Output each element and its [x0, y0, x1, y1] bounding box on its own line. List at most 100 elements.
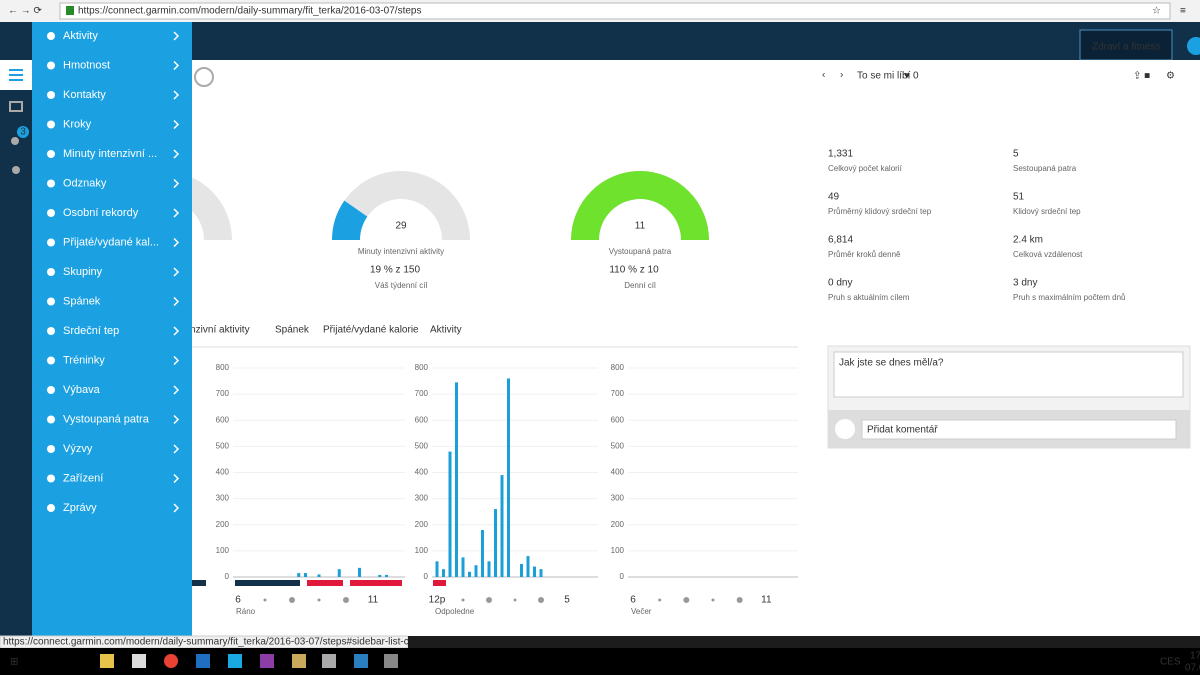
- like-label[interactable]: To se mi líbí: [857, 71, 911, 82]
- menu-label: Minuty intenzivní ...: [63, 148, 157, 160]
- bar: [526, 556, 530, 577]
- bar: [494, 509, 497, 577]
- connections-icon[interactable]: [11, 137, 19, 145]
- menu-label: Výzvy: [63, 443, 93, 455]
- menu-item[interactable]: [32, 347, 192, 376]
- y-tick-label: 200: [415, 520, 429, 529]
- add-button[interactable]: [1187, 37, 1200, 55]
- bar: [468, 571, 471, 577]
- x-tick-dot: [683, 597, 690, 603]
- bar: [474, 565, 478, 577]
- app-icon[interactable]: [260, 654, 274, 668]
- app-icon[interactable]: [292, 654, 306, 668]
- menu-icon: [47, 179, 55, 188]
- menu-item[interactable]: [32, 81, 192, 110]
- y-tick-label: 300: [415, 494, 429, 503]
- menu-icon: [47, 150, 55, 158]
- y-tick-label: 800: [611, 363, 625, 372]
- menu-chevron: [173, 90, 180, 100]
- menu-item[interactable]: [32, 494, 192, 523]
- y-tick-label: 700: [415, 389, 429, 398]
- comment-question: Jak jste se dnes měl/a?: [839, 358, 944, 369]
- activity-strip: [350, 580, 402, 586]
- menu-chevron: [173, 503, 180, 513]
- stat-value: 6,814: [828, 235, 853, 246]
- tab[interactable]: Spánek: [275, 325, 310, 336]
- gauge-label: Vystoupaná patra: [609, 247, 672, 256]
- menu-chevron: [173, 149, 180, 159]
- y-tick-label: 700: [611, 389, 625, 398]
- x-tick-dot: [343, 597, 349, 603]
- menu-item[interactable]: [32, 52, 192, 81]
- stat-value: 51: [1013, 192, 1025, 203]
- browser-menu[interactable]: ≡: [1180, 6, 1186, 17]
- back-button[interactable]: ← → ⟳: [8, 6, 43, 17]
- x-tick-dot: [317, 598, 321, 602]
- app-icon[interactable]: [196, 654, 210, 668]
- activity-strip: [192, 580, 206, 586]
- share-icon[interactable]: ⇪ ■: [1133, 71, 1150, 82]
- tab[interactable]: Přijaté/vydané kalorie: [323, 325, 419, 336]
- menu-label: Hmotnost: [63, 59, 110, 71]
- comment-input[interactable]: [833, 351, 1184, 398]
- prev-day[interactable]: ‹: [822, 70, 825, 81]
- x-tick-label: 11: [368, 595, 379, 606]
- tab[interactable]: intenzivní aktivity: [174, 325, 250, 336]
- add-comment-input[interactable]: [861, 419, 1177, 440]
- menu-icon: [47, 268, 55, 276]
- tab[interactable]: Aktivity: [430, 325, 462, 336]
- stat-value: 0 dny: [828, 278, 852, 289]
- gauge-value: 29: [395, 221, 407, 232]
- clock-date: 07.03: [1185, 663, 1200, 674]
- x-tick-dot: [263, 598, 267, 602]
- menu-label: Vystoupaná patra: [63, 413, 150, 425]
- app-icon[interactable]: [100, 654, 114, 668]
- stat-value: 5: [1013, 149, 1019, 160]
- menu-item[interactable]: [32, 465, 192, 494]
- menu-chevron: [173, 208, 180, 218]
- stat-label: Pruh s aktuálním cílem: [828, 293, 910, 302]
- menu-chevron: [173, 267, 180, 277]
- x-tick-dot: [711, 598, 715, 602]
- menu-item[interactable]: [32, 288, 192, 317]
- x-tick-label: 11: [761, 595, 772, 606]
- menu-item[interactable]: [32, 170, 192, 199]
- bookmark-star[interactable]: ☆: [1152, 6, 1161, 17]
- x-tick-label: 6: [235, 595, 241, 606]
- app-icon[interactable]: [164, 654, 178, 668]
- like-heart[interactable]: ♥: [904, 71, 910, 82]
- app-icon[interactable]: [322, 654, 336, 668]
- menu-item[interactable]: [32, 258, 192, 287]
- bar: [539, 569, 543, 577]
- menu-item[interactable]: [32, 111, 192, 140]
- y-tick-label: 0: [424, 572, 429, 581]
- x-tick-dot: [289, 597, 295, 603]
- x-axis-label: Odpoledne: [435, 607, 475, 616]
- menu-chevron: [173, 414, 180, 425]
- app-icon[interactable]: [354, 654, 368, 668]
- menu-icon: [47, 386, 55, 394]
- language[interactable]: CES: [1160, 657, 1181, 668]
- header-tab[interactable]: [1079, 29, 1173, 61]
- desktop: [408, 636, 1200, 648]
- menu-item[interactable]: [32, 435, 192, 464]
- bar: [520, 563, 523, 577]
- app-icon[interactable]: [132, 654, 146, 668]
- menu-icon: [47, 32, 55, 40]
- menu-toggle[interactable]: [9, 69, 23, 81]
- address-bar[interactable]: [59, 2, 1171, 20]
- menu-item[interactable]: [32, 22, 192, 51]
- menu-item[interactable]: [32, 376, 192, 405]
- settings-icon[interactable]: ⚙: [1166, 71, 1175, 82]
- gauge-value: 11: [635, 221, 646, 232]
- menu-label: Zprávy: [63, 502, 97, 514]
- app-icon[interactable]: [384, 654, 398, 668]
- app-icon[interactable]: [228, 654, 242, 668]
- profile-icon[interactable]: [12, 166, 20, 174]
- bar: [317, 574, 321, 577]
- bar: [481, 529, 484, 577]
- start-button[interactable]: ⊞: [10, 657, 18, 668]
- next-day[interactable]: ›: [840, 70, 843, 81]
- inbox-icon[interactable]: [9, 101, 23, 112]
